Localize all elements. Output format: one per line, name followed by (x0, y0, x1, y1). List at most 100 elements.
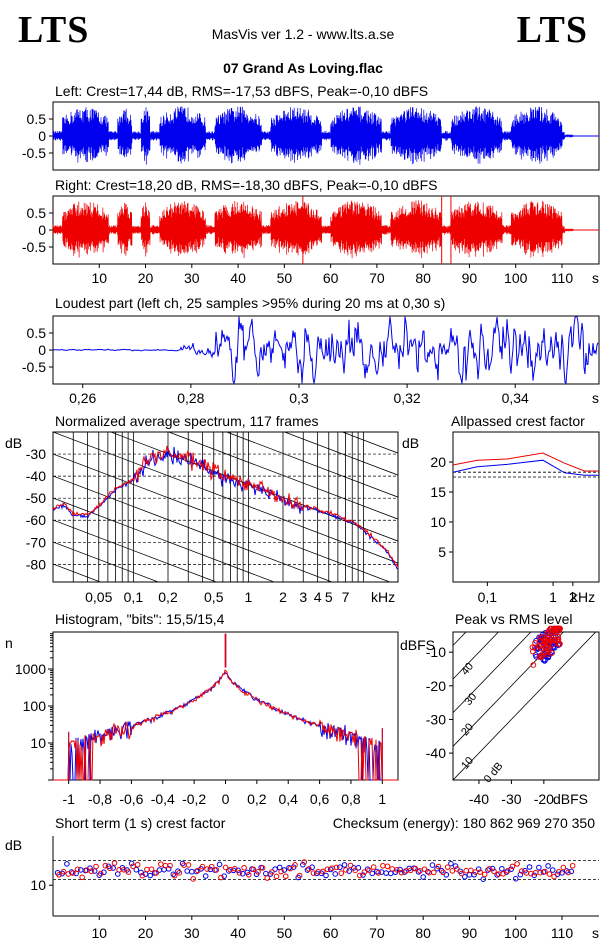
short-crest-right-point (486, 866, 493, 872)
peak-rms-right-point (555, 636, 562, 643)
short-crest-right-point (398, 869, 405, 876)
histogram-ytick-label: 100 (23, 698, 47, 714)
short-crest-right-point (569, 862, 576, 869)
short-crest-left-point (101, 869, 107, 876)
short-crest-right-point (463, 867, 470, 874)
short-crest-left-point (512, 875, 519, 882)
short-crest-left-point (346, 868, 352, 874)
spectrum-xtick-label: 7 (342, 589, 350, 605)
short-crest-left-point (323, 872, 329, 879)
short-crest-left-point (471, 871, 477, 878)
short-crest-right-point (259, 865, 266, 871)
short-crest-right-point (111, 860, 118, 866)
short-crest-right-point (148, 866, 155, 872)
left-waveform-title: Left: Crest=17,44 dB, RMS=-17,53 dBFS, P… (55, 83, 428, 99)
left-waveform-ytick-label: -0.5 (22, 145, 46, 161)
short-crest-right-point (287, 865, 294, 872)
short-crest-left-point (545, 863, 551, 869)
right-waveform-xtick-label: 50 (277, 270, 293, 286)
peak-rms-diagonal (453, 632, 532, 714)
right-waveform-xtick-label: 40 (230, 270, 246, 286)
short-crest-right-point (458, 870, 465, 877)
short-crest-right-point (509, 863, 516, 870)
peak-rms-xtick-label: -40 (469, 791, 489, 807)
short-crest-right-point (319, 868, 326, 875)
short-crest-right-point (565, 869, 571, 876)
short-crest-right-point (407, 867, 414, 874)
short-crest-right-point (352, 867, 358, 874)
crest-ytick-label: 10 (430, 514, 446, 530)
histogram-xtick-label: -0,2 (182, 791, 206, 807)
short-crest-xtick-label: 40 (230, 925, 246, 941)
short-crest-right-point (356, 872, 363, 879)
short-crest-left-point (364, 866, 371, 873)
crest-xtick-label: 2 (569, 589, 577, 605)
spectrum-diagonal-line (283, 432, 398, 476)
right-waveform-xtick-label: 60 (323, 270, 339, 286)
spectrum-diagonal-line (53, 453, 391, 582)
short-crest-left-point (332, 871, 339, 877)
short-crest-right-point (264, 875, 271, 881)
short-crest-right-point (245, 871, 252, 878)
short-crest-left-point (508, 866, 514, 873)
right-waveform-ytick-label: 0.5 (27, 205, 47, 221)
short-crest-left-point (337, 864, 343, 871)
short-crest-right-point (292, 862, 298, 868)
spectrum-xtick-label: 0,1 (124, 589, 144, 605)
short-crest-left-point (517, 871, 524, 878)
short-crest-right-point (250, 866, 257, 873)
spectrum-xtick-label: 0,2 (158, 589, 178, 605)
lts-logo-left: LTS (18, 9, 90, 51)
short-crest-left-point (536, 864, 542, 871)
spectrum-ytick-label: -40 (26, 468, 46, 484)
short-crest-right-point (70, 870, 76, 876)
short-crest-right-point (421, 866, 428, 872)
peak-rms-right-point (529, 644, 536, 651)
histogram-title: Histogram, "bits": 15,5/15,4 (55, 611, 225, 627)
short-crest-left-point (452, 863, 459, 869)
right-waveform-xtick-label: 10 (91, 270, 107, 286)
peak-rms-right-point (555, 633, 562, 640)
short-crest-left-point (165, 866, 172, 872)
histogram-xtick-label: -0,8 (88, 791, 112, 807)
short-crest-left-point (549, 867, 556, 873)
short-crest-right-point (88, 868, 95, 875)
short-crest-left-point (466, 872, 473, 878)
peak-rms-diagonal (453, 632, 597, 780)
histogram-ytick-label: 10 (30, 735, 46, 751)
short-crest-left-point (300, 861, 306, 868)
short-crest-right-point (176, 870, 183, 876)
short-crest-right-point (384, 863, 391, 870)
short-crest-left-point (369, 870, 376, 877)
peak-rms-ytick-label: -20 (426, 678, 446, 694)
short-crest-xtick-label: 50 (277, 925, 293, 941)
short-crest-right-point (204, 866, 210, 872)
crest-blue-series (452, 459, 599, 476)
short-crest-right-point (185, 862, 192, 868)
loudest-part-xtick-label: 0,3 (289, 390, 309, 406)
histogram-xtick-label: -0,6 (119, 791, 143, 807)
short-crest-left-point (304, 867, 311, 873)
short-crest-left-point (438, 868, 445, 874)
short-crest-right-point (190, 876, 197, 882)
short-crest-right-point (153, 870, 159, 876)
short-crest-left-point (128, 860, 135, 867)
short-crest-left-point (568, 868, 575, 875)
spectrum-title: Normalized average spectrum, 117 frames (55, 413, 319, 429)
spectrum-left-series (52, 446, 399, 570)
short-crest-right-point (537, 869, 544, 876)
short-crest-right-point (218, 874, 224, 881)
peak-rms-diagonal-label: 0 dB (482, 760, 506, 785)
right-waveform-title: Right: Crest=18,20 dB, RMS=-18,30 dBFS, … (55, 177, 437, 193)
spectrum-diagonal-line (225, 432, 398, 498)
short-crest-right-point (102, 862, 109, 869)
short-crest-left-point (526, 864, 533, 870)
short-crest-left-point (475, 866, 482, 872)
short-crest-left-point (138, 869, 144, 876)
right-waveform-xtick-label: 90 (462, 270, 478, 286)
crest-xtick-label: 0,1 (478, 589, 498, 605)
spectrum-diagonal-line (53, 541, 160, 582)
short-crest-right-point (389, 866, 395, 872)
short-crest-left-point (360, 872, 366, 878)
